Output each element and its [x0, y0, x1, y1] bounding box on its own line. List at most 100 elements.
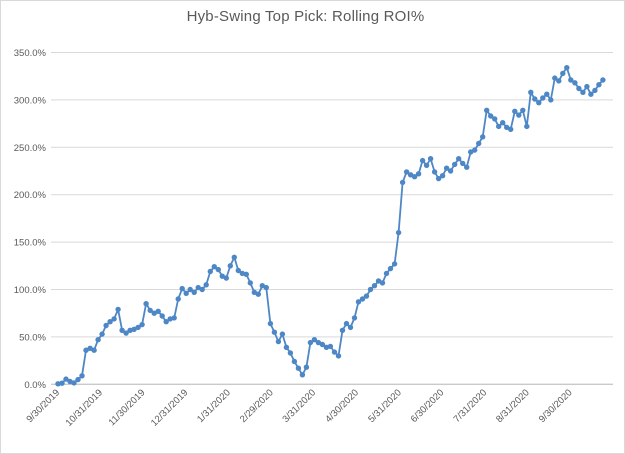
data-point-marker[interactable]	[568, 77, 574, 83]
data-point-marker[interactable]	[287, 350, 294, 356]
data-point-marker[interactable]	[359, 296, 366, 302]
data-point-marker[interactable]	[247, 280, 253, 286]
data-point-marker[interactable]	[439, 173, 446, 179]
data-point-marker[interactable]	[419, 157, 426, 164]
data-point-marker[interactable]	[580, 89, 586, 96]
data-point-marker[interactable]	[572, 80, 578, 86]
data-point-marker[interactable]	[183, 290, 189, 296]
data-point-marker[interactable]	[251, 289, 257, 295]
data-point-marker[interactable]	[203, 282, 209, 288]
data-point-marker[interactable]	[395, 229, 402, 236]
data-point-marker[interactable]	[179, 285, 185, 292]
data-point-marker[interactable]	[103, 322, 109, 329]
data-point-marker[interactable]	[295, 365, 302, 371]
data-point-marker[interactable]	[351, 315, 358, 321]
data-point-marker[interactable]	[427, 156, 434, 162]
data-point-marker[interactable]	[596, 82, 602, 88]
data-point-marker[interactable]	[379, 280, 386, 286]
data-point-marker[interactable]	[119, 327, 125, 333]
data-point-marker[interactable]	[195, 284, 201, 291]
data-point-marker[interactable]	[299, 372, 306, 378]
data-point-marker[interactable]	[488, 113, 494, 119]
data-point-marker[interactable]	[235, 267, 241, 274]
data-point-marker[interactable]	[231, 254, 237, 260]
data-point-marker[interactable]	[303, 364, 310, 370]
data-point-marker[interactable]	[75, 376, 81, 383]
data-point-marker[interactable]	[415, 171, 422, 177]
data-point-marker[interactable]	[107, 319, 113, 325]
data-point-marker[interactable]	[456, 156, 462, 162]
data-point-marker[interactable]	[91, 347, 97, 353]
data-point-marker[interactable]	[79, 373, 85, 379]
data-point-marker[interactable]	[528, 89, 534, 96]
data-point-marker[interactable]	[500, 120, 506, 126]
data-point-marker[interactable]	[452, 161, 458, 168]
data-point-marker[interactable]	[399, 179, 406, 186]
data-point-marker[interactable]	[215, 266, 221, 273]
data-point-marker[interactable]	[391, 261, 398, 267]
data-point-marker[interactable]	[460, 160, 466, 167]
data-point-marker[interactable]	[115, 306, 121, 313]
data-point-marker[interactable]	[175, 296, 181, 302]
data-point-marker[interactable]	[131, 326, 137, 332]
data-point-marker[interactable]	[331, 349, 338, 355]
data-point-marker[interactable]	[111, 316, 117, 322]
data-point-marker[interactable]	[223, 275, 229, 281]
data-point-marker[interactable]	[83, 347, 89, 353]
data-point-marker[interactable]	[343, 320, 350, 327]
data-point-marker[interactable]	[155, 308, 161, 314]
data-point-marker[interactable]	[524, 123, 530, 130]
data-point-marker[interactable]	[564, 65, 570, 71]
data-point-marker[interactable]	[548, 97, 554, 103]
data-point-marker[interactable]	[159, 313, 165, 319]
data-point-marker[interactable]	[508, 126, 514, 132]
data-point-marker[interactable]	[447, 168, 454, 174]
data-point-marker[interactable]	[367, 286, 374, 293]
data-point-marker[interactable]	[480, 134, 486, 140]
data-point-marker[interactable]	[55, 381, 61, 387]
data-point-marker[interactable]	[532, 96, 538, 102]
data-point-marker[interactable]	[375, 278, 382, 284]
data-point-marker[interactable]	[383, 270, 390, 277]
data-point-marker[interactable]	[151, 310, 157, 316]
data-point-marker[interactable]	[468, 149, 474, 155]
data-point-marker[interactable]	[407, 172, 414, 178]
data-point-marker[interactable]	[271, 329, 278, 335]
data-point-marker[interactable]	[536, 100, 542, 106]
data-point-marker[interactable]	[63, 376, 69, 382]
data-point-marker[interactable]	[199, 286, 205, 293]
data-point-marker[interactable]	[335, 353, 342, 359]
data-point-marker[interactable]	[512, 108, 518, 115]
data-point-marker[interactable]	[291, 358, 298, 365]
data-point-marker[interactable]	[504, 124, 510, 131]
data-point-marker[interactable]	[496, 123, 502, 130]
data-point-marker[interactable]	[327, 343, 334, 350]
data-point-marker[interactable]	[423, 162, 430, 168]
data-point-marker[interactable]	[556, 78, 562, 84]
data-point-marker[interactable]	[163, 319, 169, 325]
data-point-marker[interactable]	[275, 338, 282, 345]
data-point-marker[interactable]	[267, 320, 274, 327]
data-point-marker[interactable]	[319, 341, 326, 348]
data-point-marker[interactable]	[191, 289, 197, 295]
data-point-marker[interactable]	[207, 268, 213, 275]
data-point-marker[interactable]	[135, 324, 141, 331]
data-point-marker[interactable]	[371, 283, 378, 289]
data-point-marker[interactable]	[544, 91, 550, 97]
data-point-marker[interactable]	[87, 345, 93, 351]
data-point-marker[interactable]	[588, 91, 594, 97]
data-point-marker[interactable]	[592, 87, 598, 94]
data-point-marker[interactable]	[431, 169, 438, 175]
data-point-marker[interactable]	[263, 284, 269, 291]
data-point-marker[interactable]	[315, 339, 322, 346]
data-point-marker[interactable]	[147, 307, 153, 314]
data-point-marker[interactable]	[347, 324, 354, 331]
data-point-marker[interactable]	[123, 330, 129, 336]
data-point-marker[interactable]	[576, 85, 582, 92]
data-point-marker[interactable]	[484, 107, 490, 114]
data-point-marker[interactable]	[435, 175, 442, 182]
data-point-marker[interactable]	[540, 95, 546, 101]
data-point-marker[interactable]	[355, 299, 362, 305]
data-point-marker[interactable]	[311, 337, 318, 343]
data-point-marker[interactable]	[171, 315, 177, 321]
